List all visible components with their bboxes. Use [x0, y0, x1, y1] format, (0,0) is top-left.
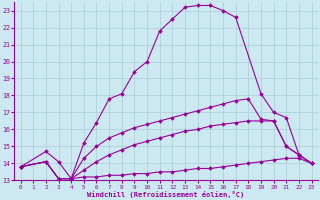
X-axis label: Windchill (Refroidissement éolien,°C): Windchill (Refroidissement éolien,°C) [87, 191, 245, 198]
